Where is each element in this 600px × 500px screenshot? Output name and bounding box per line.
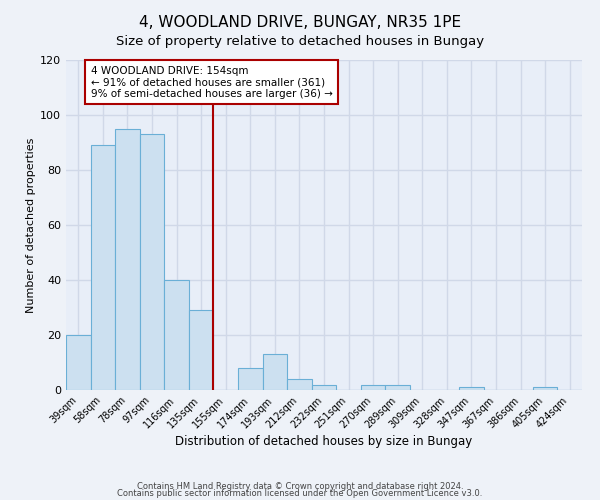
- Text: Contains HM Land Registry data © Crown copyright and database right 2024.: Contains HM Land Registry data © Crown c…: [137, 482, 463, 491]
- Bar: [189, 310, 214, 390]
- Text: 4, WOODLAND DRIVE, BUNGAY, NR35 1PE: 4, WOODLAND DRIVE, BUNGAY, NR35 1PE: [139, 15, 461, 30]
- Bar: [164, 280, 189, 390]
- Bar: [312, 384, 336, 390]
- Bar: [263, 354, 287, 390]
- Bar: [140, 134, 164, 390]
- Bar: [238, 368, 263, 390]
- Text: Contains public sector information licensed under the Open Government Licence v3: Contains public sector information licen…: [118, 489, 482, 498]
- Bar: [533, 387, 557, 390]
- Bar: [459, 387, 484, 390]
- Y-axis label: Number of detached properties: Number of detached properties: [26, 138, 36, 312]
- Bar: [66, 335, 91, 390]
- Bar: [361, 384, 385, 390]
- Bar: [287, 379, 312, 390]
- Bar: [385, 384, 410, 390]
- Text: 4 WOODLAND DRIVE: 154sqm
← 91% of detached houses are smaller (361)
9% of semi-d: 4 WOODLAND DRIVE: 154sqm ← 91% of detach…: [91, 66, 332, 98]
- Text: Size of property relative to detached houses in Bungay: Size of property relative to detached ho…: [116, 35, 484, 48]
- Bar: [91, 145, 115, 390]
- X-axis label: Distribution of detached houses by size in Bungay: Distribution of detached houses by size …: [175, 436, 473, 448]
- Bar: [115, 128, 140, 390]
